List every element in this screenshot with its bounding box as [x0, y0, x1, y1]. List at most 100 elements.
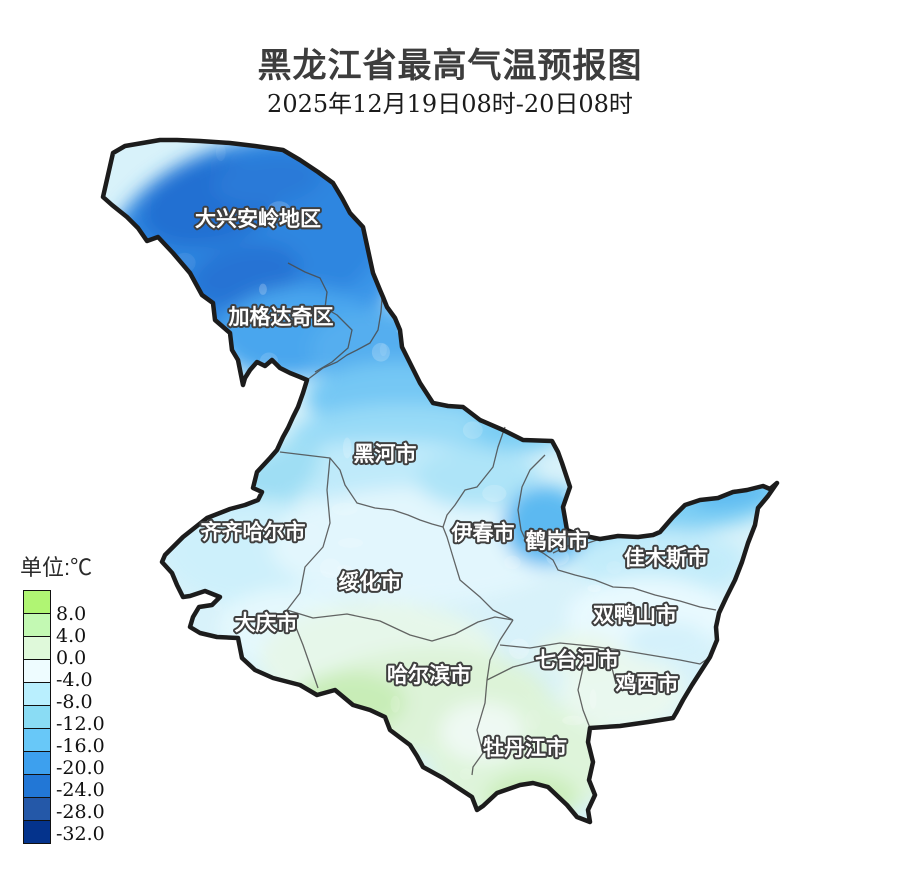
speckle	[126, 298, 136, 312]
district-boundary-line	[471, 619, 514, 776]
speckle	[504, 555, 521, 570]
speckle	[462, 421, 483, 439]
speckle	[195, 708, 217, 720]
province-outline	[100, 137, 780, 825]
speckle	[252, 423, 260, 431]
city-label-大兴安岭地区: 大兴安岭地区	[195, 207, 321, 231]
speckle	[267, 201, 292, 221]
speckle	[525, 709, 541, 730]
speckle	[668, 405, 680, 413]
speckle	[712, 313, 732, 329]
speckle	[475, 269, 486, 286]
page-subtitle: 2025年12月19日08时-20日08时	[267, 90, 633, 118]
temperature-zone-19	[575, 528, 745, 596]
legend-swatch--28.0	[23, 797, 51, 821]
legend-tick-label: -4.0	[56, 669, 93, 691]
legend-swatch--16.0	[23, 728, 51, 752]
legend-color-scale	[23, 590, 51, 844]
speckle	[498, 215, 507, 235]
speckle	[562, 715, 585, 726]
speckle	[573, 481, 581, 490]
legend-tick-label: -28.0	[56, 801, 105, 823]
legend-swatch--4.0	[23, 659, 51, 683]
city-label-加格达奇区: 加格达奇区	[228, 305, 334, 329]
speckle	[522, 293, 545, 315]
legend-tick-label: -24.0	[56, 779, 105, 801]
legend-unit-label: 单位:℃	[20, 555, 93, 580]
speckle	[704, 793, 721, 814]
speckle	[514, 251, 527, 267]
speckle	[587, 584, 602, 593]
city-label-鸡西市: 鸡西市	[615, 672, 679, 696]
legend-swatch-4.0	[23, 613, 51, 637]
city-label-鹤岗市: 鹤岗市	[526, 529, 589, 553]
speckle	[390, 695, 400, 713]
speckle	[319, 558, 341, 579]
speckle	[407, 660, 427, 681]
temperature-zone-30	[440, 702, 524, 762]
speckle	[118, 468, 125, 477]
temperature-zone-3	[213, 153, 323, 207]
speckle	[109, 358, 126, 370]
speckle	[300, 524, 322, 546]
speckle	[388, 754, 397, 774]
legend-tick-label: 4.0	[56, 625, 87, 647]
city-label-双鸭山市: 双鸭山市	[593, 603, 677, 627]
legend-swatch--12.0	[23, 705, 51, 729]
speckle	[724, 696, 743, 704]
speckle	[746, 362, 766, 379]
temperature-zone-27	[560, 652, 684, 732]
legend-swatch-8.0	[23, 590, 51, 614]
district-boundary-line	[517, 454, 717, 611]
speckle	[589, 689, 597, 709]
speckle	[379, 343, 387, 357]
speckle	[690, 307, 698, 323]
district-boundary-line	[442, 426, 506, 528]
speckle	[259, 283, 267, 295]
district-boundary-line	[286, 457, 331, 611]
speckle	[135, 404, 150, 412]
speckle	[741, 681, 750, 694]
speckle	[147, 496, 160, 508]
speckle	[164, 320, 180, 339]
page-title: 黑龙江省最高气温预报图	[257, 47, 643, 85]
city-label-七台河市: 七台河市	[535, 648, 619, 672]
legend-tick-label: -12.0	[56, 713, 105, 735]
district-boundary-line	[306, 297, 383, 381]
city-label-绥化市: 绥化市	[339, 570, 402, 594]
speckle	[138, 313, 155, 333]
speckle	[213, 602, 223, 612]
speckle	[516, 794, 528, 812]
temperature-zone-12	[270, 487, 570, 603]
temperature-zones	[104, 140, 777, 822]
district-boundary-line	[552, 538, 601, 554]
speckle	[190, 440, 199, 462]
city-label-大庆市: 大庆市	[235, 611, 298, 635]
city-label-齐齐哈尔市: 齐齐哈尔市	[201, 520, 306, 544]
temperature-zone-26	[486, 773, 578, 821]
speckle	[562, 266, 585, 278]
city-label-伊春市: 伊春市	[451, 521, 515, 545]
speckle	[558, 202, 585, 218]
speckle	[608, 450, 632, 471]
legend-tick-label: 0.0	[56, 647, 87, 669]
legend-swatch--20.0	[23, 751, 51, 775]
speckle	[442, 252, 464, 270]
speckle	[149, 747, 176, 757]
speckle	[283, 305, 307, 315]
speckle	[744, 158, 754, 175]
speckle	[508, 638, 530, 660]
city-label-哈尔滨市: 哈尔滨市	[387, 663, 471, 687]
speckle	[342, 437, 352, 459]
district-boundary-line	[287, 262, 353, 373]
speckle	[215, 143, 226, 162]
speckle	[518, 291, 539, 303]
district-boundaries	[279, 262, 717, 776]
legend-tick-label: 8.0	[56, 603, 87, 625]
speckle	[482, 484, 507, 503]
legend-tick-label: -20.0	[56, 757, 105, 779]
speckle	[337, 537, 364, 548]
